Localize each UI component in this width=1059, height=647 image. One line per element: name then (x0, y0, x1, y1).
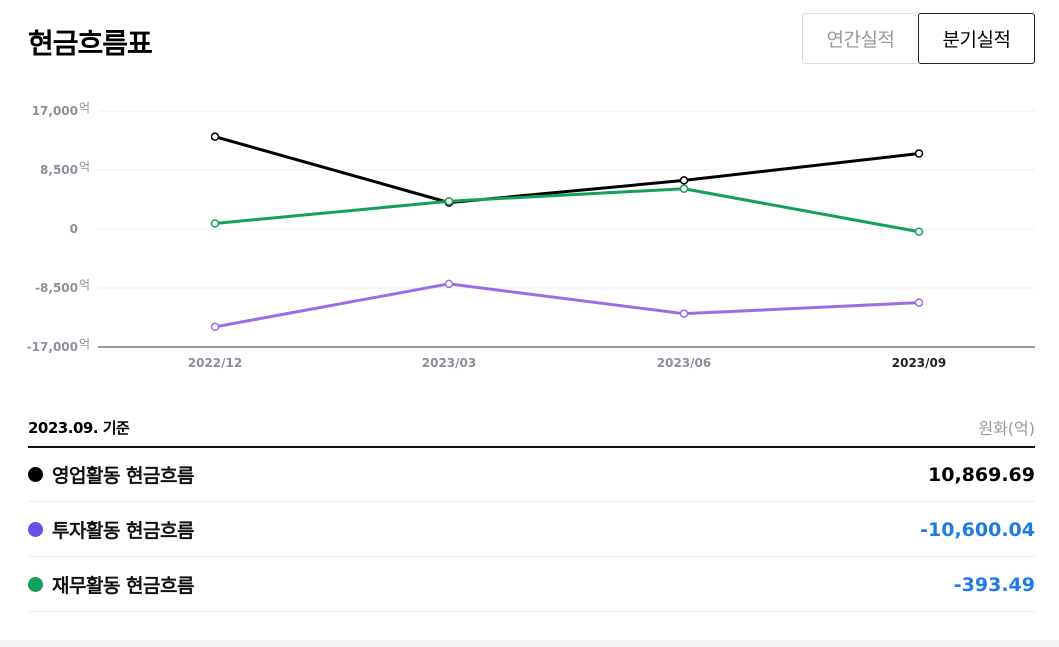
data-point (679, 184, 689, 193)
as-of-date: 2023.09. 기준 (28, 418, 130, 437)
y-tick-label: 0 (70, 222, 78, 236)
y-tick-label: 8,500 (40, 163, 78, 177)
series-line-0 (214, 135, 920, 205)
y-tick-label: -8,500 (35, 281, 78, 295)
y-tick-unit: 억 (79, 278, 90, 292)
data-point (914, 298, 924, 307)
row-value: 10,869.69 (928, 463, 1035, 486)
currency-unit: 원화(억) (978, 419, 1035, 438)
data-point (210, 322, 220, 332)
x-tick-label: 2022/12 (188, 356, 242, 370)
y-tick-label: 17,000 (32, 104, 78, 118)
y-tick-unit: 억 (79, 160, 90, 174)
summary-header: 2023.09. 기준 원화(억) (28, 408, 1035, 448)
row-label: 재무활동 현금흐름 (52, 575, 194, 597)
tab-annual[interactable]: 연간실적 (802, 13, 918, 64)
page-title: 현금흐름표 (28, 27, 153, 60)
x-tick-label: 2023/09 (892, 356, 946, 370)
x-tick-label: 2023/06 (657, 356, 711, 370)
legend-dot (28, 577, 43, 592)
data-point (444, 279, 454, 289)
footer-divider (0, 640, 1059, 647)
legend-dot (28, 522, 43, 537)
row-label: 영업활동 현금흐름 (52, 465, 194, 487)
summary-row-operating: 영업활동 현금흐름 10,869.69 (28, 448, 1035, 502)
data-point (444, 196, 454, 206)
data-point (679, 309, 689, 318)
data-point (210, 132, 220, 141)
summary-row-investing: 투자활동 현금흐름 -10,600.04 (28, 503, 1035, 557)
data-point (679, 176, 689, 185)
data-point (914, 149, 924, 158)
row-value: -393.49 (953, 573, 1035, 596)
y-tick-unit: 억 (79, 337, 90, 351)
tab-quarterly[interactable]: 분기실적 (918, 13, 1035, 64)
row-left: 재무활동 현금흐름 (28, 571, 194, 598)
data-point (210, 219, 220, 228)
series-line-2 (214, 187, 920, 234)
series-line-1 (214, 282, 920, 329)
legend-dot (28, 467, 43, 482)
row-value: -10,600.04 (920, 518, 1035, 541)
summary-row-financing: 재무활동 현금흐름 -393.49 (28, 558, 1035, 612)
row-label: 투자활동 현금흐름 (52, 520, 194, 542)
y-tick-unit: 억 (79, 101, 90, 115)
y-tick-label: -17,000 (27, 340, 78, 354)
row-left: 투자활동 현금흐름 (28, 516, 194, 543)
row-left: 영업활동 현금흐름 (28, 461, 194, 488)
data-point (914, 227, 924, 236)
period-toggle: 연간실적 분기실적 (802, 13, 1035, 64)
x-tick-label: 2023/03 (422, 356, 476, 370)
